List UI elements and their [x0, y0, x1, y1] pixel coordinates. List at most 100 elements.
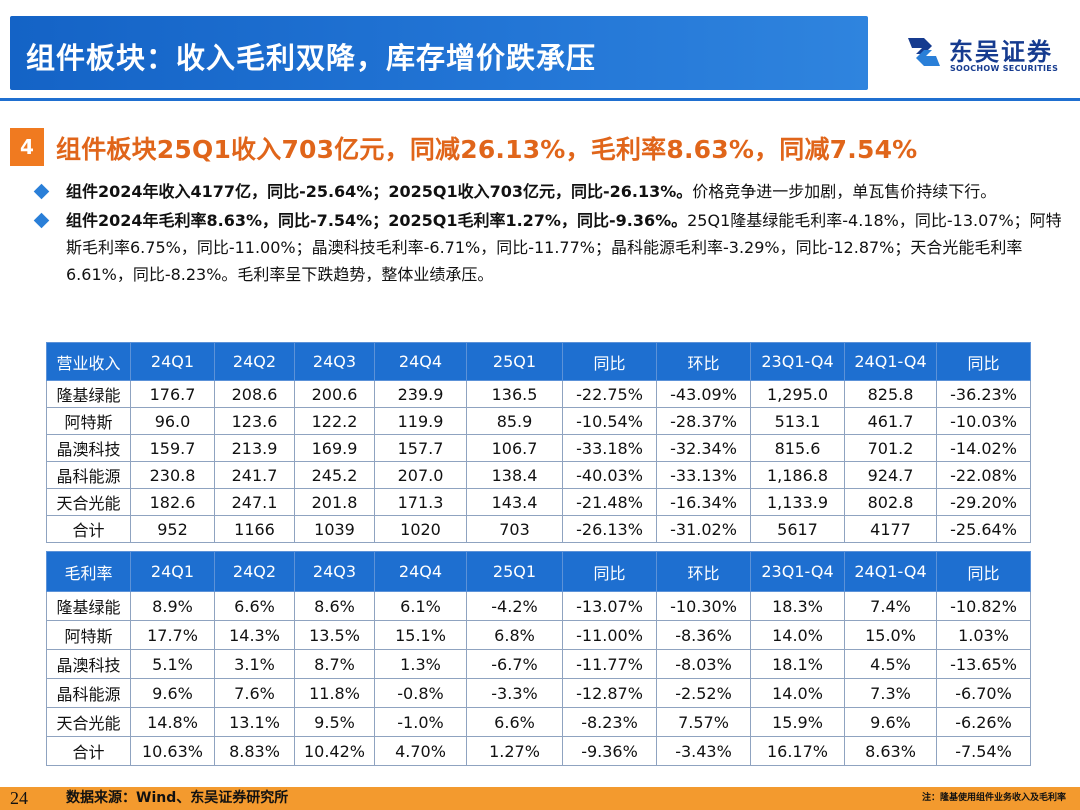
revenue-table: 营业收入 24Q1 24Q2 24Q3 24Q4 25Q1 同比 环比 23Q1-Q4 24Q1-… — [46, 342, 1031, 543]
table-cell: 14.0% — [750, 620, 845, 650]
table-cell: -28.37% — [656, 407, 751, 435]
table-cell: 230.8 — [130, 461, 215, 489]
table-cell: 9.6% — [130, 678, 215, 708]
table-cell: 239.9 — [374, 380, 467, 408]
column-header: 24Q4 — [374, 551, 467, 592]
row-label-cell: 晶澳科技 — [46, 434, 131, 462]
table-header-row: 毛利率 24Q1 24Q2 24Q3 24Q4 25Q1 同比 环比 23Q1-Q4 24Q1-Q… — [46, 551, 1031, 592]
table-cell: 7.57% — [656, 707, 751, 737]
table-cell: -9.36% — [562, 736, 657, 766]
table-cell: -22.75% — [562, 380, 657, 408]
table-row: 阿特斯 96.0 123.6 122.2 119.9 85.9 -10.54% -28.37%… — [46, 407, 1031, 435]
table-cell: 143.4 — [466, 488, 563, 516]
table-cell: 9.6% — [844, 707, 937, 737]
table-cell: -33.13% — [656, 461, 751, 489]
table-cell: 461.7 — [844, 407, 937, 435]
column-header: 24Q2 — [214, 342, 295, 381]
row-label-cell: 阿特斯 — [46, 620, 131, 650]
row-label-cell: 晶科能源 — [46, 678, 131, 708]
table-row: 隆基绿能 176.7 208.6 200.6 239.9 136.5 -22.75% -43.… — [46, 380, 1031, 408]
table-row: 晶科能源 9.6% 7.6% 11.8% -0.8% -3.3% -12.87% -2.52%… — [46, 678, 1031, 708]
page-number: 24 — [10, 788, 28, 808]
table-cell: 5.1% — [130, 649, 215, 679]
table-row: 合计 952 1166 1039 1020 703 -26.13% -31.02% 5617 41… — [46, 515, 1031, 543]
table-cell: -13.07% — [562, 591, 657, 621]
row-label-cell: 合计 — [46, 515, 131, 543]
title-banner: 组件板块：收入毛利双降，库存增价跌承压 — [10, 16, 868, 90]
table-row: 晶科能源 230.8 241.7 245.2 207.0 138.4 -40.03% -33.… — [46, 461, 1031, 489]
table-cell: 18.1% — [750, 649, 845, 679]
table-cell: 241.7 — [214, 461, 295, 489]
table-cell: -6.26% — [936, 707, 1031, 737]
table-cell: 18.3% — [750, 591, 845, 621]
table-cell: -29.20% — [936, 488, 1031, 516]
table-cell: -2.52% — [656, 678, 751, 708]
table-cell: 106.7 — [466, 434, 563, 462]
table-cell: -3.3% — [466, 678, 563, 708]
bullet-bold-text: 组件2024年毛利率8.63%，同比-7.54%；2025Q1毛利率1.27%，… — [66, 211, 688, 230]
table-cell: 4177 — [844, 515, 937, 543]
bullet-item: 组件2024年收入4177亿，同比-25.64%；2025Q1收入703亿元，同… — [33, 178, 1064, 205]
table-cell: 1166 — [214, 515, 295, 543]
footer-bar: 24 数据来源：Wind、东吴证券研究所 注：隆基使用组件业务收入及毛利率 — [0, 787, 1080, 810]
table-cell: -7.54% — [936, 736, 1031, 766]
table-cell: 3.1% — [214, 649, 295, 679]
logo-chinese-name: 东吴证券 — [949, 38, 1053, 66]
row-label-cell: 天合光能 — [46, 488, 131, 516]
table-cell: 200.6 — [294, 380, 375, 408]
table-cell: 157.7 — [374, 434, 467, 462]
column-header: 24Q1 — [130, 551, 215, 592]
table-row: 隆基绿能 8.9% 6.6% 8.6% 6.1% -4.2% -13.07% -10.30% 1… — [46, 591, 1031, 621]
column-header: 24Q2 — [214, 551, 295, 592]
table-cell: 1.27% — [466, 736, 563, 766]
table-cell: 1,295.0 — [750, 380, 845, 408]
table-cell: -8.36% — [656, 620, 751, 650]
table-row: 合计 10.63% 8.83% 10.42% 4.70% 1.27% -9.36% -3.43… — [46, 736, 1031, 766]
table-cell: 8.9% — [130, 591, 215, 621]
table-cell: 17.7% — [130, 620, 215, 650]
diamond-bullet-icon — [33, 212, 50, 229]
table-cell: 8.63% — [844, 736, 937, 766]
table-cell: 171.3 — [374, 488, 467, 516]
column-header: 环比 — [656, 551, 751, 592]
column-header: 24Q1-Q4 — [844, 342, 937, 381]
table-cell: 16.17% — [750, 736, 845, 766]
table-cell: -26.13% — [562, 515, 657, 543]
table-cell: -25.64% — [936, 515, 1031, 543]
table-cell: 952 — [130, 515, 215, 543]
column-header: 24Q4 — [374, 342, 467, 381]
table-cell: -10.82% — [936, 591, 1031, 621]
column-header: 同比 — [562, 551, 657, 592]
table-cell: 825.8 — [844, 380, 937, 408]
table-cell: -10.03% — [936, 407, 1031, 435]
row-label-cell: 晶澳科技 — [46, 649, 131, 679]
table-cell: 213.9 — [214, 434, 295, 462]
table-cell: 1,186.8 — [750, 461, 845, 489]
table-cell: -14.02% — [936, 434, 1031, 462]
table-cell: 1,133.9 — [750, 488, 845, 516]
table-cell: 8.6% — [294, 591, 375, 621]
section-title: 组件板块25Q1收入703亿元，同减26.13%，毛利率8.63%，同减7.54… — [56, 135, 918, 164]
column-header: 25Q1 — [466, 551, 563, 592]
table-cell: -21.48% — [562, 488, 657, 516]
column-header: 24Q3 — [294, 342, 375, 381]
table-cell: 6.6% — [466, 707, 563, 737]
data-source: 数据来源：Wind、东吴证券研究所 — [66, 790, 289, 806]
table-cell: 13.1% — [214, 707, 295, 737]
row-label-cell: 阿特斯 — [46, 407, 131, 435]
column-header: 营业收入 — [46, 342, 131, 381]
table-cell: -0.8% — [374, 678, 467, 708]
table-row: 晶澳科技 5.1% 3.1% 8.7% 1.3% -6.7% -11.77% -8.03% 18… — [46, 649, 1031, 679]
table-cell: -32.34% — [656, 434, 751, 462]
table-cell: 15.1% — [374, 620, 467, 650]
table-cell: 15.0% — [844, 620, 937, 650]
table-cell: 138.4 — [466, 461, 563, 489]
table-cell: 169.9 — [294, 434, 375, 462]
table-row: 晶澳科技 159.7 213.9 169.9 157.7 106.7 -33.18% -32.… — [46, 434, 1031, 462]
table-row: 天合光能 14.8% 13.1% 9.5% -1.0% 6.6% -8.23% 7.57% 15… — [46, 707, 1031, 737]
table-cell: 14.3% — [214, 620, 295, 650]
column-header: 同比 — [936, 551, 1031, 592]
column-header: 环比 — [656, 342, 751, 381]
bullet-bold-text: 组件2024年收入4177亿，同比-25.64%；2025Q1收入703亿元，同… — [66, 182, 693, 201]
table-cell: 6.6% — [214, 591, 295, 621]
